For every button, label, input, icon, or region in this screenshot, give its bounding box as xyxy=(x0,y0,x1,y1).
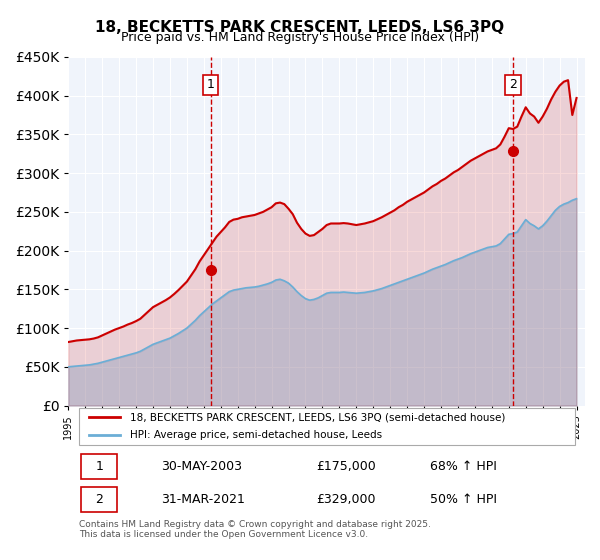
Text: Price paid vs. HM Land Registry's House Price Index (HPI): Price paid vs. HM Land Registry's House … xyxy=(121,31,479,44)
Text: 2: 2 xyxy=(95,493,103,506)
Text: 31-MAR-2021: 31-MAR-2021 xyxy=(161,493,245,506)
Text: 1: 1 xyxy=(207,78,215,91)
Text: 18, BECKETTS PARK CRESCENT, LEEDS, LS6 3PQ: 18, BECKETTS PARK CRESCENT, LEEDS, LS6 3… xyxy=(95,20,505,35)
Text: 18, BECKETTS PARK CRESCENT, LEEDS, LS6 3PQ (semi-detached house): 18, BECKETTS PARK CRESCENT, LEEDS, LS6 3… xyxy=(130,412,506,422)
FancyBboxPatch shape xyxy=(79,408,575,445)
Text: 50% ↑ HPI: 50% ↑ HPI xyxy=(430,493,497,506)
Text: £329,000: £329,000 xyxy=(316,493,376,506)
FancyBboxPatch shape xyxy=(81,487,118,512)
Text: 2: 2 xyxy=(509,78,517,91)
Text: 68% ↑ HPI: 68% ↑ HPI xyxy=(430,460,497,473)
FancyBboxPatch shape xyxy=(81,454,118,479)
Text: £175,000: £175,000 xyxy=(316,460,376,473)
Text: Contains HM Land Registry data © Crown copyright and database right 2025.
This d: Contains HM Land Registry data © Crown c… xyxy=(79,520,430,539)
Text: 30-MAY-2003: 30-MAY-2003 xyxy=(161,460,242,473)
Text: HPI: Average price, semi-detached house, Leeds: HPI: Average price, semi-detached house,… xyxy=(130,430,382,440)
Text: 1: 1 xyxy=(95,460,103,473)
